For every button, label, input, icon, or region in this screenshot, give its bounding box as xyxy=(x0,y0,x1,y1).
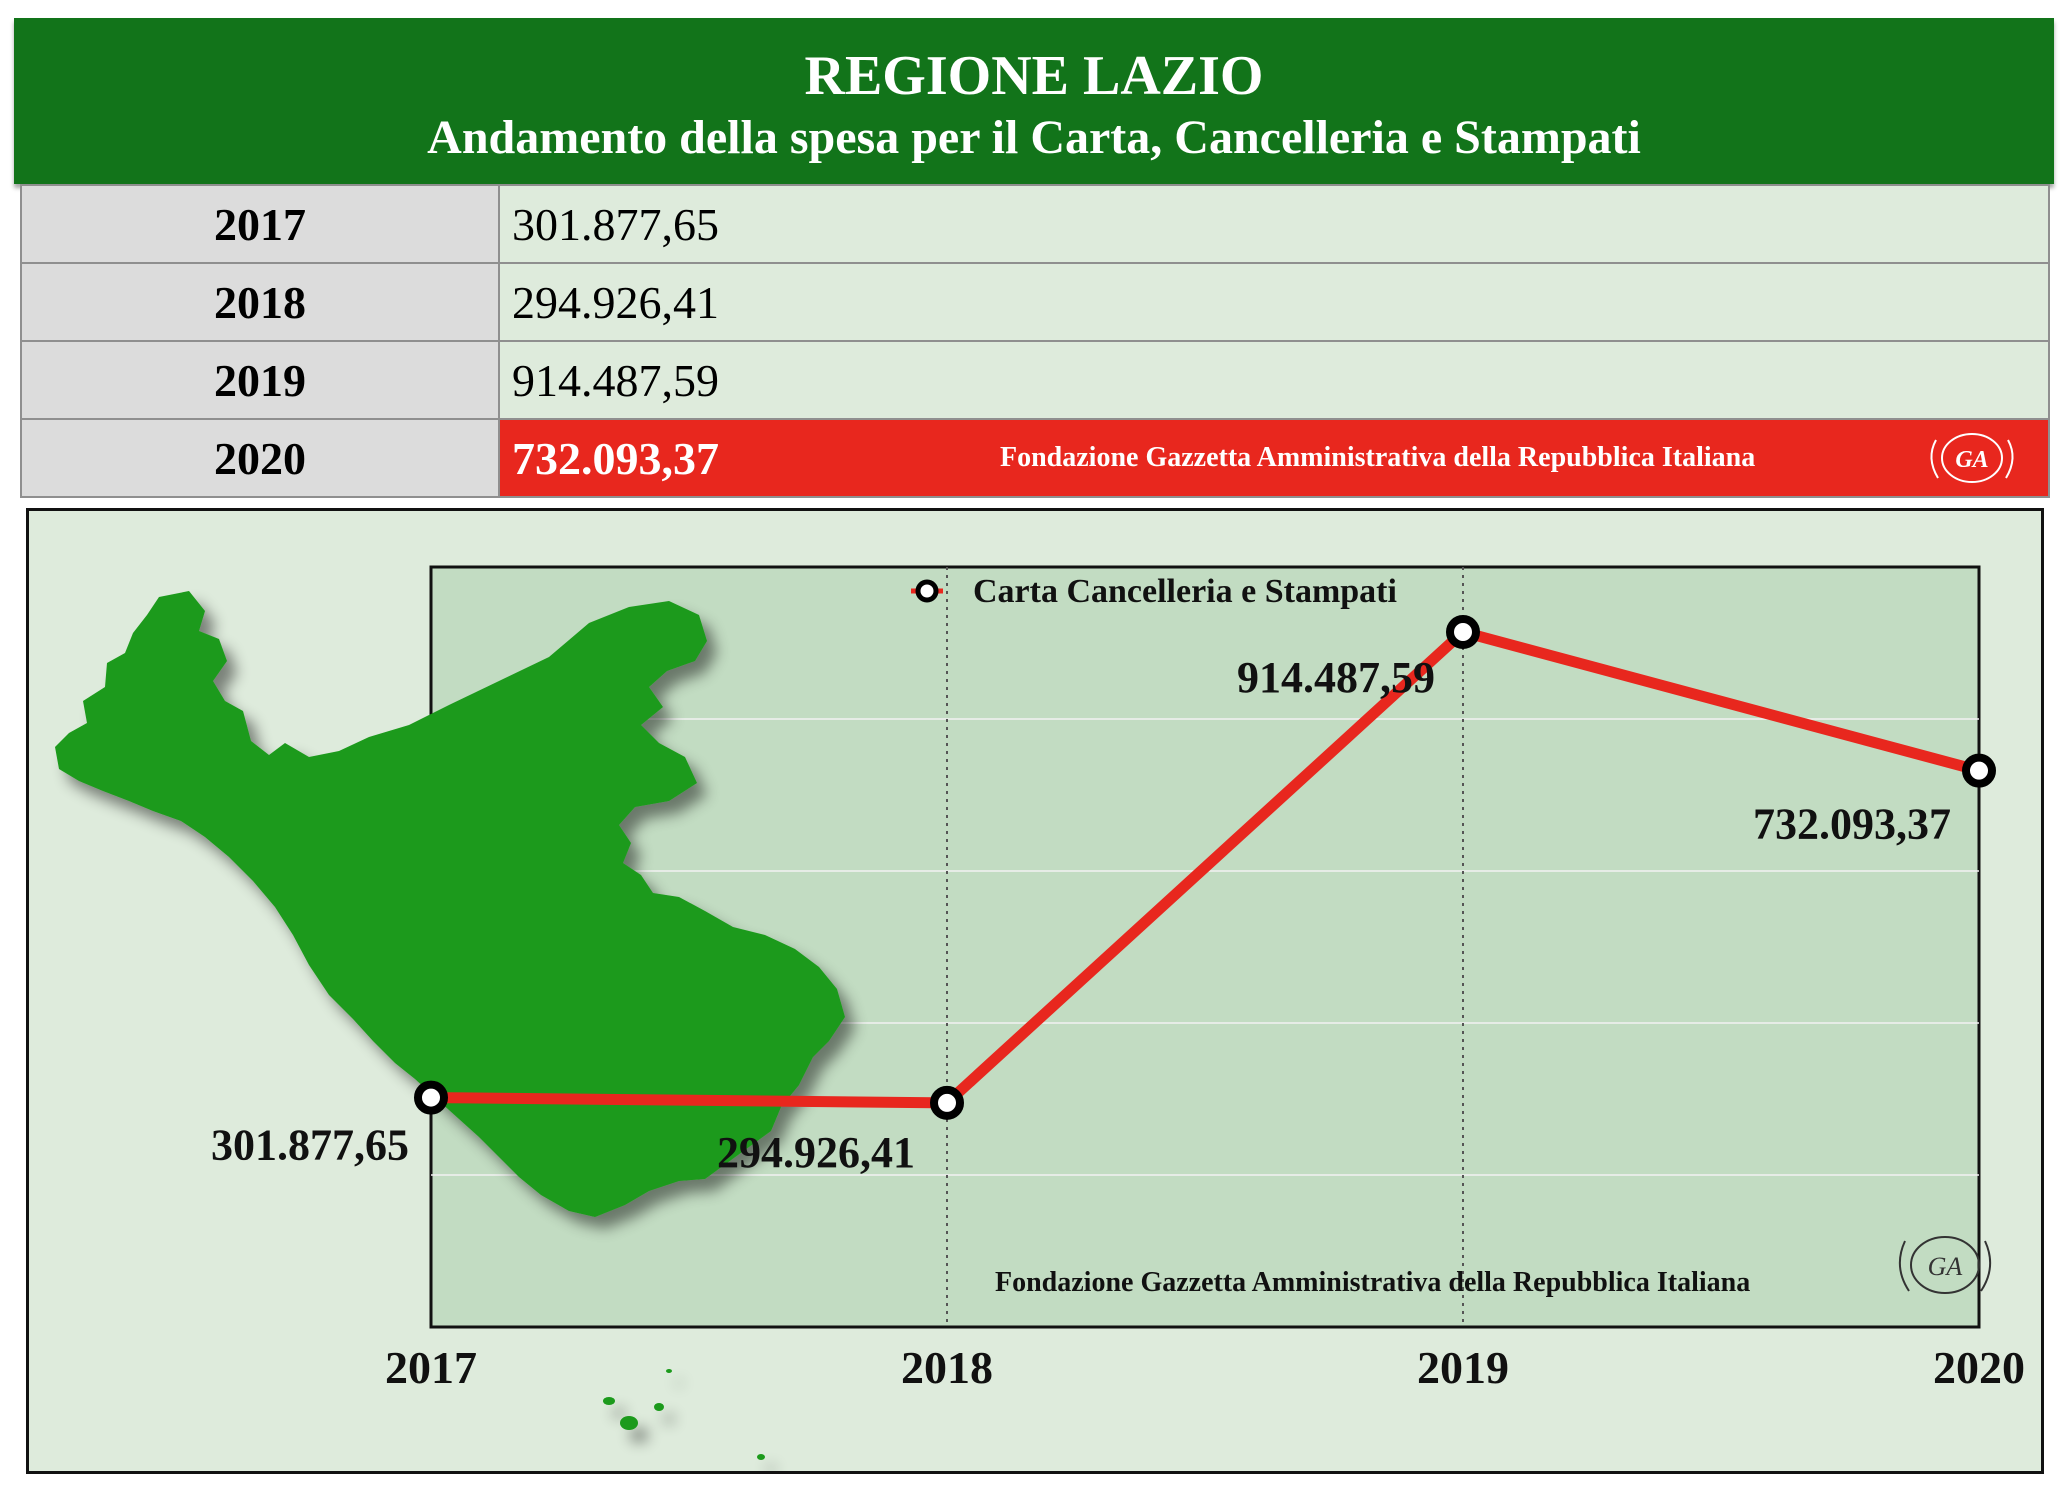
spending-table: 2017 301.877,65 2018 294.926,41 2019 914… xyxy=(20,184,2050,498)
vertical-gridlines xyxy=(946,567,1464,1327)
page-title: REGIONE LAZIO xyxy=(804,45,1264,107)
value-cell: 294.926,41 xyxy=(498,262,2050,342)
page-subtitle: Andamento della spesa per il Carta, Canc… xyxy=(427,111,1641,164)
year-cell: 2017 xyxy=(20,184,500,264)
data-point xyxy=(1962,753,1996,788)
value-cell-highlight: 732.093,37 Fondazione Gazzetta Amministr… xyxy=(498,418,2050,498)
table-row: 2017 301.877,65 xyxy=(20,184,2050,264)
data-point xyxy=(1446,614,1480,649)
x-tick-label: 2018 xyxy=(901,1342,993,1393)
ga-logo-icon: GA xyxy=(1922,426,2022,501)
x-tick-label: 2020 xyxy=(1933,1342,2025,1393)
data-label: 294.926,41 xyxy=(717,1128,915,1177)
value-cell: 914.487,59 xyxy=(498,340,2050,420)
value-cell: 301.877,65 xyxy=(498,184,2050,264)
table-row: 2019 914.487,59 xyxy=(20,340,2050,420)
table-row: 2018 294.926,41 xyxy=(20,262,2050,342)
table-row-highlight: 2020 732.093,37 Fondazione Gazzetta Ammi… xyxy=(20,418,2050,498)
svg-text:GA: GA xyxy=(1928,1252,1963,1281)
legend-label: Carta Cancelleria e Stampati xyxy=(973,573,1397,610)
series-line xyxy=(430,626,1981,1109)
legend-marker-icon xyxy=(915,579,939,603)
legend: Carta Cancelleria e Stampati xyxy=(911,573,1397,610)
data-point xyxy=(930,1085,964,1120)
header-banner: REGIONE LAZIO Andamento della spesa per … xyxy=(14,18,2054,184)
data-label: 732.093,37 xyxy=(1753,800,1951,849)
year-cell: 2020 xyxy=(20,418,500,498)
x-tick-label: 2017 xyxy=(385,1342,477,1393)
year-cell: 2018 xyxy=(20,262,500,342)
x-tick-label: 2019 xyxy=(1417,1342,1509,1393)
line-chart: 301.877,65 294.926,41 914.487,59 732.093,37… xyxy=(55,565,2025,1460)
ga-logo-icon: GA xyxy=(1898,1236,1992,1294)
data-point xyxy=(414,1080,448,1115)
lazio-map-icon xyxy=(55,591,845,1460)
chart-panel: 301.877,65 294.926,41 914.487,59 732.093,37… xyxy=(26,508,2044,1474)
chart-watermark: Fondazione Gazzetta Amministrativa della… xyxy=(995,1267,1750,1298)
foundation-credit: Fondazione Gazzetta Amministrativa della… xyxy=(1000,442,1756,473)
data-label: 301.877,65 xyxy=(211,1121,409,1170)
data-label: 914.487,59 xyxy=(1237,653,1435,702)
series-line-path xyxy=(430,626,1981,1109)
highlight-value: 732.093,37 xyxy=(512,432,719,484)
year-cell: 2019 xyxy=(20,340,500,420)
svg-text:GA: GA xyxy=(1955,447,1988,473)
